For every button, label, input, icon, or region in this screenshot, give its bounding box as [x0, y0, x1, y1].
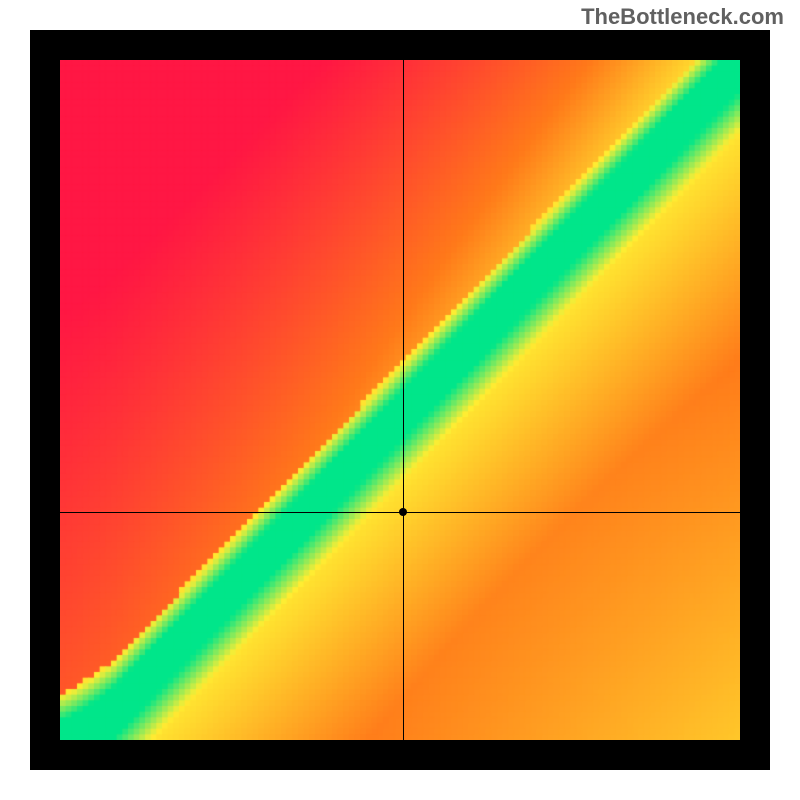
heatmap-canvas: [60, 60, 740, 740]
crosshair-vertical: [403, 60, 404, 740]
plot-area: [60, 60, 740, 740]
plot-frame: [30, 30, 770, 770]
watermark-text: TheBottleneck.com: [581, 4, 784, 30]
